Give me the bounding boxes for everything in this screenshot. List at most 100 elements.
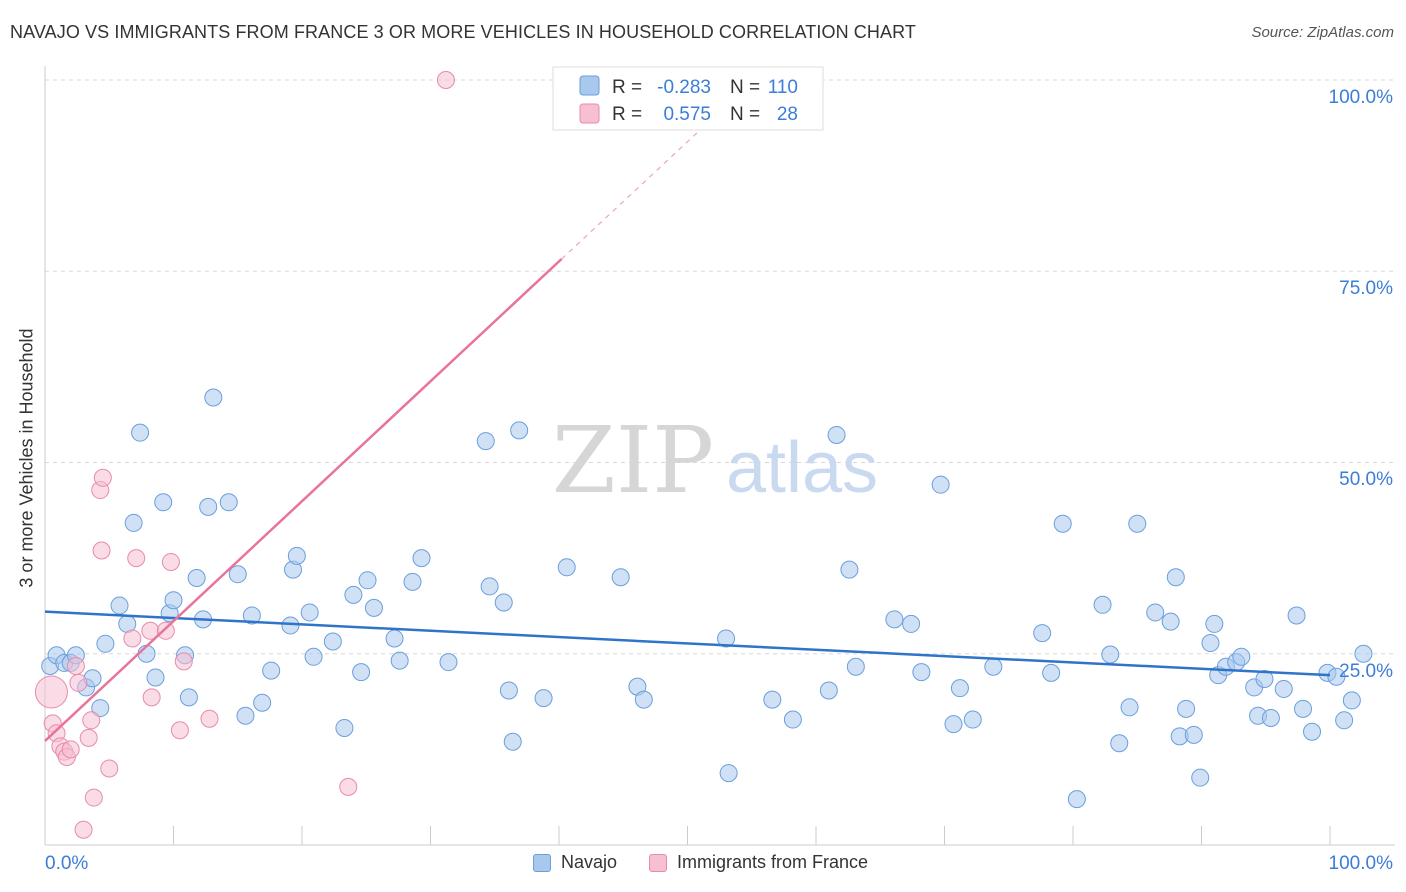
y-tick-label: 25.0% — [1339, 661, 1393, 682]
navajo-point — [219, 493, 238, 512]
navajo-point — [984, 657, 1003, 676]
navajo-point — [902, 614, 921, 633]
navajo-point — [1261, 709, 1280, 728]
navajo-point — [352, 663, 371, 682]
navajo-point — [131, 423, 150, 442]
navajo-point — [885, 610, 904, 629]
navajo-point — [1166, 568, 1185, 587]
france-point — [100, 759, 119, 778]
navajo-point — [819, 681, 838, 700]
france-point — [174, 652, 193, 671]
france-point — [436, 71, 455, 89]
navajo-point — [304, 647, 323, 666]
navajo-point — [91, 699, 110, 718]
france-trend-line — [44, 258, 563, 742]
france-point — [93, 468, 112, 487]
navajo-point — [950, 679, 969, 698]
france-point — [127, 549, 146, 568]
navajo-point — [846, 657, 865, 676]
france-point — [61, 740, 80, 759]
navajo-point — [476, 432, 495, 451]
watermark-atlas: atlas — [726, 428, 878, 508]
france-point — [200, 709, 219, 728]
france-point — [161, 552, 180, 571]
legend-swatch-navajo — [533, 853, 551, 872]
navajo-point — [287, 546, 306, 565]
stats-legend: R = -0.283 N = 110 R = 0.575 N = 28 — [552, 66, 824, 131]
france-point — [339, 777, 358, 796]
axes — [44, 66, 1395, 846]
france-point — [84, 788, 103, 807]
stats-legend-navajo-n-value: 110 — [768, 77, 798, 98]
navajo-trend-line — [44, 610, 1331, 677]
navajo-point — [912, 663, 931, 682]
navajo-point — [1354, 644, 1373, 663]
navajo-point — [1110, 734, 1129, 753]
navajo-point — [439, 653, 458, 672]
navajo-point — [146, 668, 165, 687]
navajo-point — [634, 690, 653, 709]
navajo-point — [1232, 647, 1251, 666]
navajo-point — [1255, 669, 1274, 688]
france-point — [74, 820, 93, 839]
navajo-point — [1146, 603, 1165, 622]
source-label: Source: ZipAtlas.com — [1251, 24, 1394, 41]
navajo-point — [124, 513, 143, 532]
navajo-point — [1067, 790, 1086, 809]
y-tick-label: 50.0% — [1339, 469, 1393, 490]
navajo-point — [717, 629, 736, 648]
navajo-point — [300, 603, 319, 622]
navajo-point — [164, 591, 183, 610]
x-tick-label: 100.0% — [1329, 853, 1394, 874]
navajo-point — [1294, 699, 1313, 718]
grid-lines — [45, 79, 1395, 655]
navajo-point — [96, 634, 115, 653]
france-point — [79, 728, 98, 747]
navajo-point — [840, 560, 859, 579]
navajo-point — [228, 565, 247, 584]
navajo-point — [1201, 634, 1220, 653]
france-point — [123, 629, 142, 648]
stats-legend-france-r-value: 0.575 — [663, 104, 711, 125]
france-point — [34, 675, 68, 709]
navajo-point — [494, 593, 513, 612]
navajo-point — [344, 585, 363, 604]
navajo-point — [944, 715, 963, 734]
navajo-point — [242, 606, 261, 625]
navajo-point — [827, 425, 846, 444]
navajo-point — [1191, 768, 1210, 787]
legend-item-france[interactable]: Immigrants from France — [649, 852, 868, 873]
navajo-point — [1053, 514, 1072, 533]
navajo-point — [557, 558, 576, 577]
stats-legend-france-n-label: N = — [730, 104, 760, 125]
navajo-point — [179, 688, 198, 707]
navajo-point — [1342, 691, 1361, 710]
navajo-point — [499, 681, 518, 700]
navajo-point — [335, 718, 354, 737]
navajo-point — [1128, 514, 1147, 533]
france-point — [156, 621, 175, 640]
legend-item-navajo[interactable]: Navajo — [533, 852, 617, 873]
navajo-point — [385, 629, 404, 648]
navajo-point — [1033, 624, 1052, 643]
navajo-point — [199, 497, 218, 516]
navajo-point — [1327, 667, 1346, 686]
navajo-point — [1093, 595, 1112, 614]
france-point — [66, 656, 85, 675]
navajo-point — [281, 616, 300, 635]
navajo-point — [931, 475, 950, 494]
stats-legend-france-r-label: R = — [612, 104, 642, 125]
navajo-point — [963, 710, 982, 729]
stats-legend-france-n-value: 28 — [777, 104, 798, 125]
france-point — [82, 711, 101, 730]
legend-swatch-france — [649, 853, 668, 872]
tick-labels: 100.0% 75.0% 50.0% 25.0% 0.0% 100.0% — [45, 87, 1393, 874]
france-point — [142, 688, 161, 707]
stats-legend-navajo-r-label: R = — [612, 77, 642, 98]
navajo-point — [1042, 663, 1061, 682]
france-point — [69, 673, 88, 692]
navajo-point — [1287, 606, 1306, 625]
y-tick-label: 75.0% — [1339, 278, 1393, 299]
navajo-point — [1177, 699, 1196, 718]
